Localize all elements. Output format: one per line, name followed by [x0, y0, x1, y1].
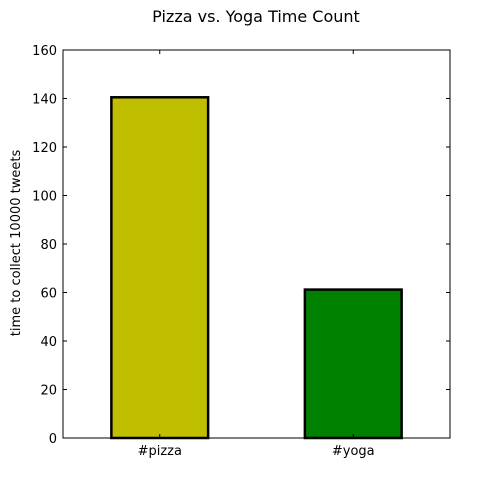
- y-tick-label: 160: [32, 44, 57, 59]
- y-tick-label: 0: [49, 432, 57, 447]
- y-tick-label: 80: [40, 238, 57, 253]
- y-tick-label: 140: [32, 93, 57, 108]
- bar-pizza: [110, 96, 210, 440]
- x-tick-label: #yoga: [332, 444, 375, 459]
- chart-title: Pizza vs. Yoga Time Count: [152, 7, 360, 26]
- y-axis-label: time to collect 10000 tweets: [9, 150, 24, 337]
- bars-layer: [110, 96, 403, 440]
- x-tick-label: #pizza: [138, 444, 182, 459]
- y-tick-label: 20: [40, 384, 57, 399]
- y-tick-label: 40: [40, 335, 57, 350]
- y-tick-label: 100: [32, 190, 57, 205]
- y-tick-label: 60: [40, 287, 57, 302]
- y-tick-label: 120: [32, 141, 57, 156]
- bar-yoga: [303, 288, 403, 440]
- ticks-layer: #pizza #yoga 0 20 40 60 80 100 120 140 160: [32, 44, 450, 459]
- plot-frame: [62, 49, 451, 439]
